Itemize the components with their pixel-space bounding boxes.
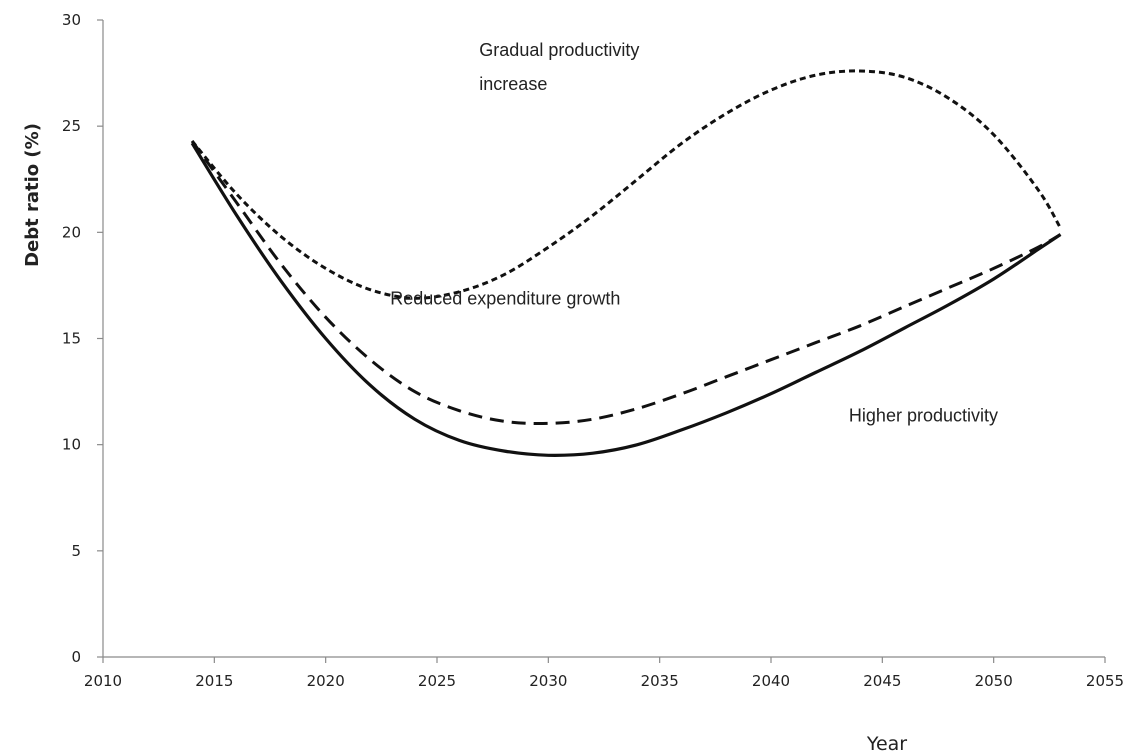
x-tick-label: 2045 bbox=[863, 672, 901, 690]
x-tick-label: 2050 bbox=[975, 672, 1013, 690]
x-tick-label: 2020 bbox=[307, 672, 345, 690]
annotation-gradual-productivity: increase bbox=[479, 74, 547, 94]
x-axis-title: Year bbox=[866, 733, 907, 755]
higher-productivity-line bbox=[190, 142, 1062, 457]
axes: 2010 2015 2020 2025 2030 2035 2040 2045 2050 2055… bbox=[62, 11, 1124, 690]
y-tick-label: 30 bbox=[62, 11, 81, 29]
x-tick-label: 2055 bbox=[1086, 672, 1124, 690]
annotation-reduced-expenditure: Reduced expenditure growth bbox=[390, 289, 620, 309]
y-tick-label: 10 bbox=[62, 436, 81, 454]
y-tick-label: 20 bbox=[62, 223, 81, 241]
y-tick-label: 0 bbox=[71, 648, 81, 666]
y-axis-title: Debt ratio (%) bbox=[22, 123, 43, 267]
reduced-expenditure-line bbox=[190, 140, 1062, 426]
annotation-layer: Gradual productivity increase Reduced expe… bbox=[390, 40, 998, 425]
x-tick-label: 2010 bbox=[84, 672, 122, 690]
x-tick-label: 2030 bbox=[529, 672, 567, 690]
y-tick-label: 25 bbox=[62, 117, 81, 135]
annotation-gradual-productivity: Gradual productivity bbox=[479, 40, 639, 60]
x-tick-label: 2015 bbox=[195, 672, 233, 690]
y-tick-label: 15 bbox=[62, 330, 81, 348]
x-tick-label: 2035 bbox=[641, 672, 679, 690]
y-tick-label: 5 bbox=[71, 542, 81, 560]
x-tick-label: 2040 bbox=[752, 672, 790, 690]
gradual-productivity-line bbox=[190, 69, 1062, 300]
series-layer bbox=[190, 69, 1062, 457]
annotation-higher-productivity: Higher productivity bbox=[849, 405, 998, 425]
x-tick-label: 2025 bbox=[418, 672, 456, 690]
